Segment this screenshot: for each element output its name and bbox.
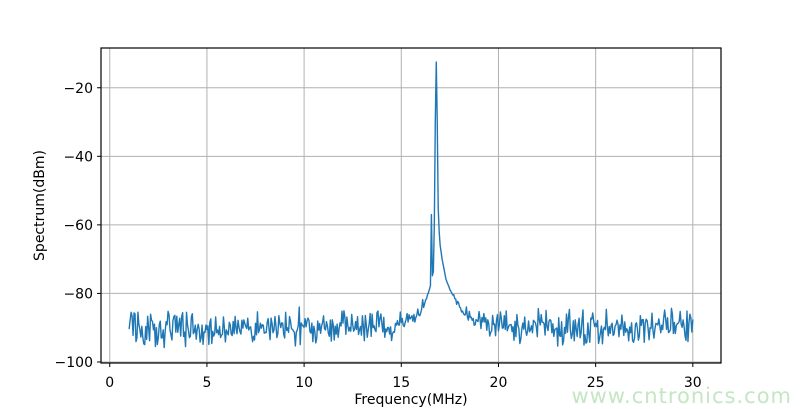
grid-lines <box>101 48 721 363</box>
y-tick-label: −40 <box>63 149 93 165</box>
y-tick-label: −80 <box>63 286 93 302</box>
x-tick-label: 30 <box>684 375 702 391</box>
x-tick-label: 0 <box>105 375 114 391</box>
y-tick-label: −60 <box>63 218 93 234</box>
spectrum-line <box>128 61 694 349</box>
x-tick-label: 5 <box>202 375 211 391</box>
y-axis-label: Spectrum(dBm) <box>32 150 48 261</box>
plot-border <box>100 47 722 364</box>
y-tick-label: −20 <box>63 81 93 97</box>
axes-spines <box>100 47 722 364</box>
y-tick-label: −100 <box>55 355 93 371</box>
x-tick-label: 10 <box>295 375 313 391</box>
x-tick-label: 25 <box>587 375 605 391</box>
y-axis: −20 −40 −60 −80 −100 <box>55 81 101 371</box>
x-tick-label: 20 <box>490 375 508 391</box>
x-axis: 0 5 10 15 20 25 30 <box>105 363 702 391</box>
spectrum-trace <box>128 61 694 349</box>
x-axis-label: Frequency(MHz) <box>354 392 467 408</box>
x-tick-label: 15 <box>392 375 410 391</box>
